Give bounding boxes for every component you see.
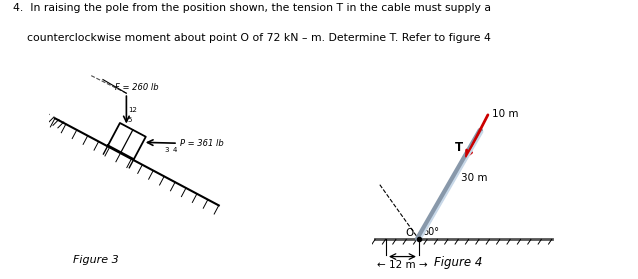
Text: 12: 12	[128, 107, 137, 113]
Text: 60°: 60°	[423, 227, 440, 237]
Text: counterclockwise moment about point O of 72 kN – m. Determine T. Refer to figure: counterclockwise moment about point O of…	[13, 33, 491, 44]
Text: 5: 5	[128, 117, 132, 122]
Text: Figure 4: Figure 4	[434, 256, 482, 269]
Text: O: O	[405, 228, 413, 238]
Text: 3: 3	[164, 147, 169, 153]
Text: F = 260 lb: F = 260 lb	[115, 83, 158, 92]
Text: 4: 4	[173, 147, 177, 153]
Text: 10 m: 10 m	[491, 109, 518, 119]
Text: ← 12 m →: ← 12 m →	[377, 260, 427, 270]
Text: T: T	[454, 141, 463, 154]
Text: 4.  In raising the pole from the position shown, the tension T in the cable must: 4. In raising the pole from the position…	[13, 3, 491, 13]
Text: 30 m: 30 m	[461, 173, 488, 183]
Text: P = 361 lb: P = 361 lb	[180, 139, 224, 148]
Text: Figure 3: Figure 3	[73, 255, 118, 265]
